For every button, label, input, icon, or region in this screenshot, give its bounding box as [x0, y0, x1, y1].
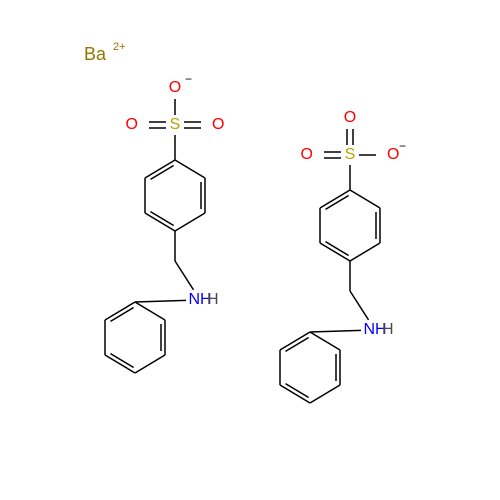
svg-text:Ba: Ba	[84, 44, 107, 64]
svg-text:−: −	[185, 72, 192, 86]
svg-text:O: O	[169, 79, 181, 96]
svg-text:O: O	[212, 116, 224, 133]
svg-text:−: −	[399, 139, 406, 153]
svg-text:S: S	[345, 146, 356, 163]
svg-text:O: O	[126, 116, 138, 133]
svg-text:H: H	[207, 291, 219, 308]
svg-text:O: O	[387, 146, 399, 163]
svg-text:S: S	[170, 116, 181, 133]
svg-text:O: O	[344, 109, 356, 126]
molecule-diagram: Ba2+SOOO−NHHSOOO−NHH	[0, 0, 500, 500]
svg-text:H: H	[382, 321, 394, 338]
barium-charge: 2+	[113, 41, 126, 53]
svg-text:O: O	[301, 146, 313, 163]
